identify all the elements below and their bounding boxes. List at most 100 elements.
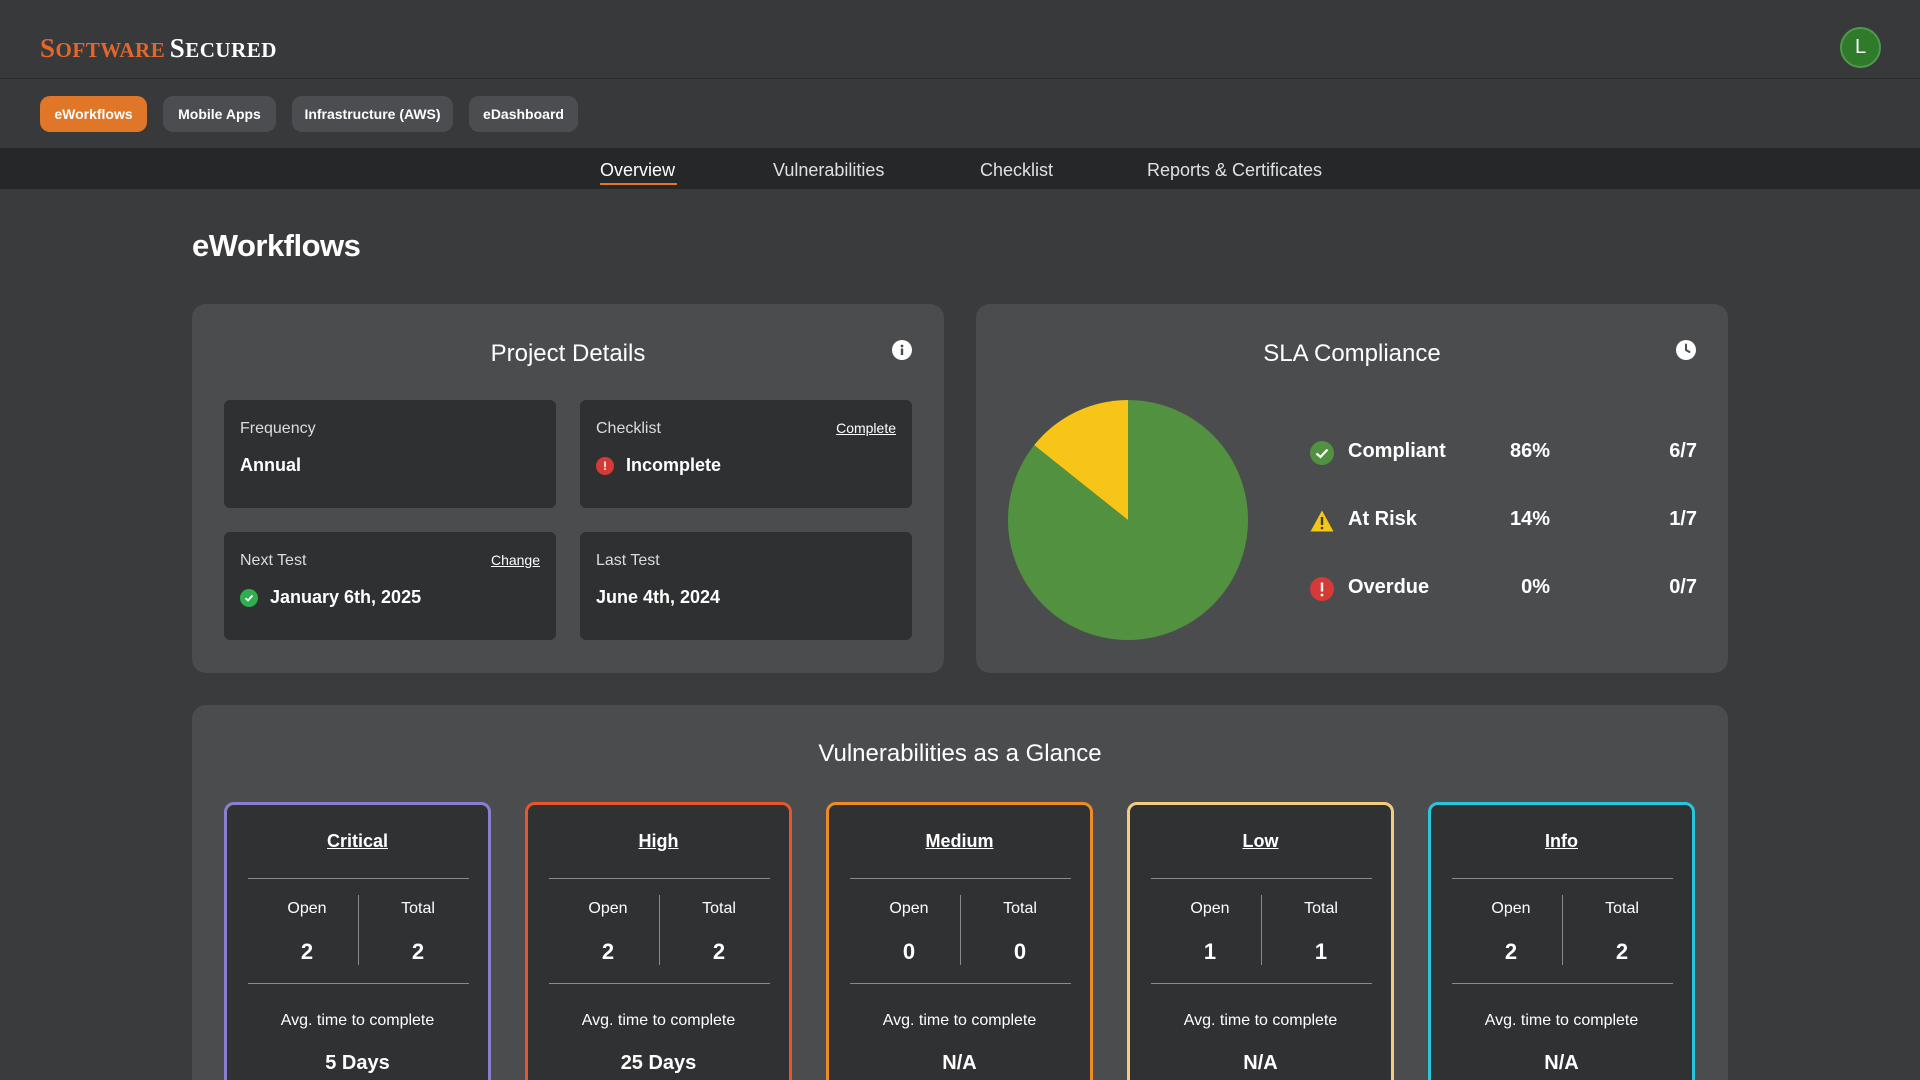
divider [1562,895,1563,965]
user-avatar[interactable]: L [1840,27,1881,68]
frequency-value: Annual [240,455,301,475]
divider [1151,878,1372,879]
sla-at-risk-percent: 14% [1509,508,1550,530]
frequency-label: Frequency [240,420,316,437]
vuln-card-critical[interactable]: Critical Open Total 2 2 Avg. time to com… [224,802,491,1080]
sla-overdue-percent: 0% [1521,576,1550,598]
sla-pie-chart [1008,400,1248,640]
project-tab-edashboard[interactable]: eDashboard [469,96,578,132]
avg-time-label: Avg. time to complete [882,1012,1037,1029]
check-circle-icon [1310,441,1334,465]
avg-time-value: 25 Days [620,1052,697,1074]
info-icon[interactable] [892,340,912,360]
error-circle-icon: ! [596,457,614,475]
total-label: Total [1304,900,1338,917]
next-test-card: Next Test Change January 6th, 2025 [224,532,556,640]
tab-reports-certificates[interactable]: Reports & Certificates [1147,160,1323,180]
open-label: Open [1491,900,1531,917]
open-count: 2 [601,939,615,964]
sla-row-at-risk: At Risk 14% 1/7 [1310,506,1700,536]
open-label: Open [588,900,628,917]
open-count: 1 [1203,939,1217,964]
total-label: Total [702,900,736,917]
sla-overdue-label: Overdue [1348,576,1430,598]
clock-icon[interactable] [1676,340,1696,360]
avg-time-value: N/A [1243,1052,1278,1074]
sla-compliance-title: SLA Compliance [1263,340,1441,367]
logo-word1-cap: S [40,33,56,63]
vulnerabilities-title: Vulnerabilities as a Glance [818,740,1102,767]
sla-overdue-fraction: 0/7 [1669,576,1697,598]
avg-time-label: Avg. time to complete [1183,1012,1338,1029]
total-count: 2 [411,939,425,964]
warning-triangle-icon [1310,510,1334,532]
divider [248,983,469,984]
tab-vulnerabilities[interactable]: Vulnerabilities [773,160,885,180]
vuln-card-title[interactable]: Low [1242,831,1279,851]
next-test-value: January 6th, 2025 [270,587,422,607]
total-count: 2 [712,939,726,964]
vuln-card-title[interactable]: High [638,831,679,851]
total-count: 0 [1013,939,1027,964]
sla-compliant-fraction: 6/7 [1669,440,1697,462]
divider [659,895,660,965]
divider [1452,878,1673,879]
pie-slice-at-risk[interactable] [1034,400,1128,520]
checklist-card: Checklist Complete ! Incomplete [580,400,912,508]
check-circle-icon [240,589,258,607]
open-count: 0 [902,939,916,964]
section-nav-bar [0,148,1920,189]
vuln-card-title[interactable]: Critical [326,831,389,851]
open-count: 2 [1504,939,1518,964]
sla-at-risk-fraction: 1/7 [1669,508,1697,530]
change-next-test-link[interactable]: Change [490,552,540,568]
complete-checklist-link[interactable]: Complete [836,420,896,436]
vuln-card-high[interactable]: High Open Total 2 2 Avg. time to complet… [525,802,792,1080]
project-tab-mobile-apps[interactable]: Mobile Apps [163,96,276,132]
brand-logo[interactable]: SOFTWARE SECURED [40,33,277,64]
avg-time-value: 5 Days [325,1052,390,1074]
project-details-title: Project Details [490,340,646,367]
project-details-panel: Project Details Frequency Annual Checkli… [192,304,944,673]
total-label: Total [1605,900,1639,917]
total-count: 1 [1314,939,1328,964]
project-tab-bar [0,80,1920,148]
total-count: 2 [1615,939,1629,964]
open-label: Open [287,900,327,917]
open-label: Open [1190,900,1230,917]
tab-active-indicator [600,183,677,185]
divider [1261,895,1262,965]
last-test-card: Last Test June 4th, 2024 [580,532,912,640]
vuln-card-title[interactable]: Info [1545,831,1578,851]
vuln-card-title[interactable]: Medium [925,831,994,851]
vuln-card-low[interactable]: Low Open Total 1 1 Avg. time to complete… [1127,802,1394,1080]
checklist-label: Checklist [596,420,661,437]
open-count: 2 [300,939,314,964]
total-label: Total [1003,900,1037,917]
sla-compliant-label: Compliant [1348,440,1446,462]
logo-word2-rest: ECURED [185,38,277,62]
divider [549,983,770,984]
project-tab-infrastructure-aws[interactable]: Infrastructure (AWS) [292,96,453,132]
tab-overview[interactable]: Overview [600,160,676,180]
top-header: SOFTWARE SECURED L [0,0,1920,79]
vuln-card-medium[interactable]: Medium Open Total 0 0 Avg. time to compl… [826,802,1093,1080]
logo-word2-cap: S [169,33,186,63]
last-test-value: June 4th, 2024 [596,587,721,607]
last-test-label: Last Test [596,552,660,569]
avg-time-value: N/A [942,1052,977,1074]
error-circle-icon [1310,577,1334,601]
avg-time-label: Avg. time to complete [1484,1012,1639,1029]
avg-time-label: Avg. time to complete [581,1012,736,1029]
tab-checklist[interactable]: Checklist [980,160,1054,180]
project-tab-eworkflows[interactable]: eWorkflows [40,96,147,132]
next-test-label: Next Test [240,552,307,569]
divider [358,895,359,965]
page-title: eWorkflows [192,228,361,263]
frequency-card: Frequency Annual [224,400,556,508]
sla-compliant-percent: 86% [1509,440,1550,462]
divider [1151,983,1372,984]
vuln-card-info[interactable]: Info Open Total 2 2 Avg. time to complet… [1428,802,1695,1080]
avg-time-label: Avg. time to complete [280,1012,435,1029]
logo-word1-rest: OFTWARE [55,38,166,62]
